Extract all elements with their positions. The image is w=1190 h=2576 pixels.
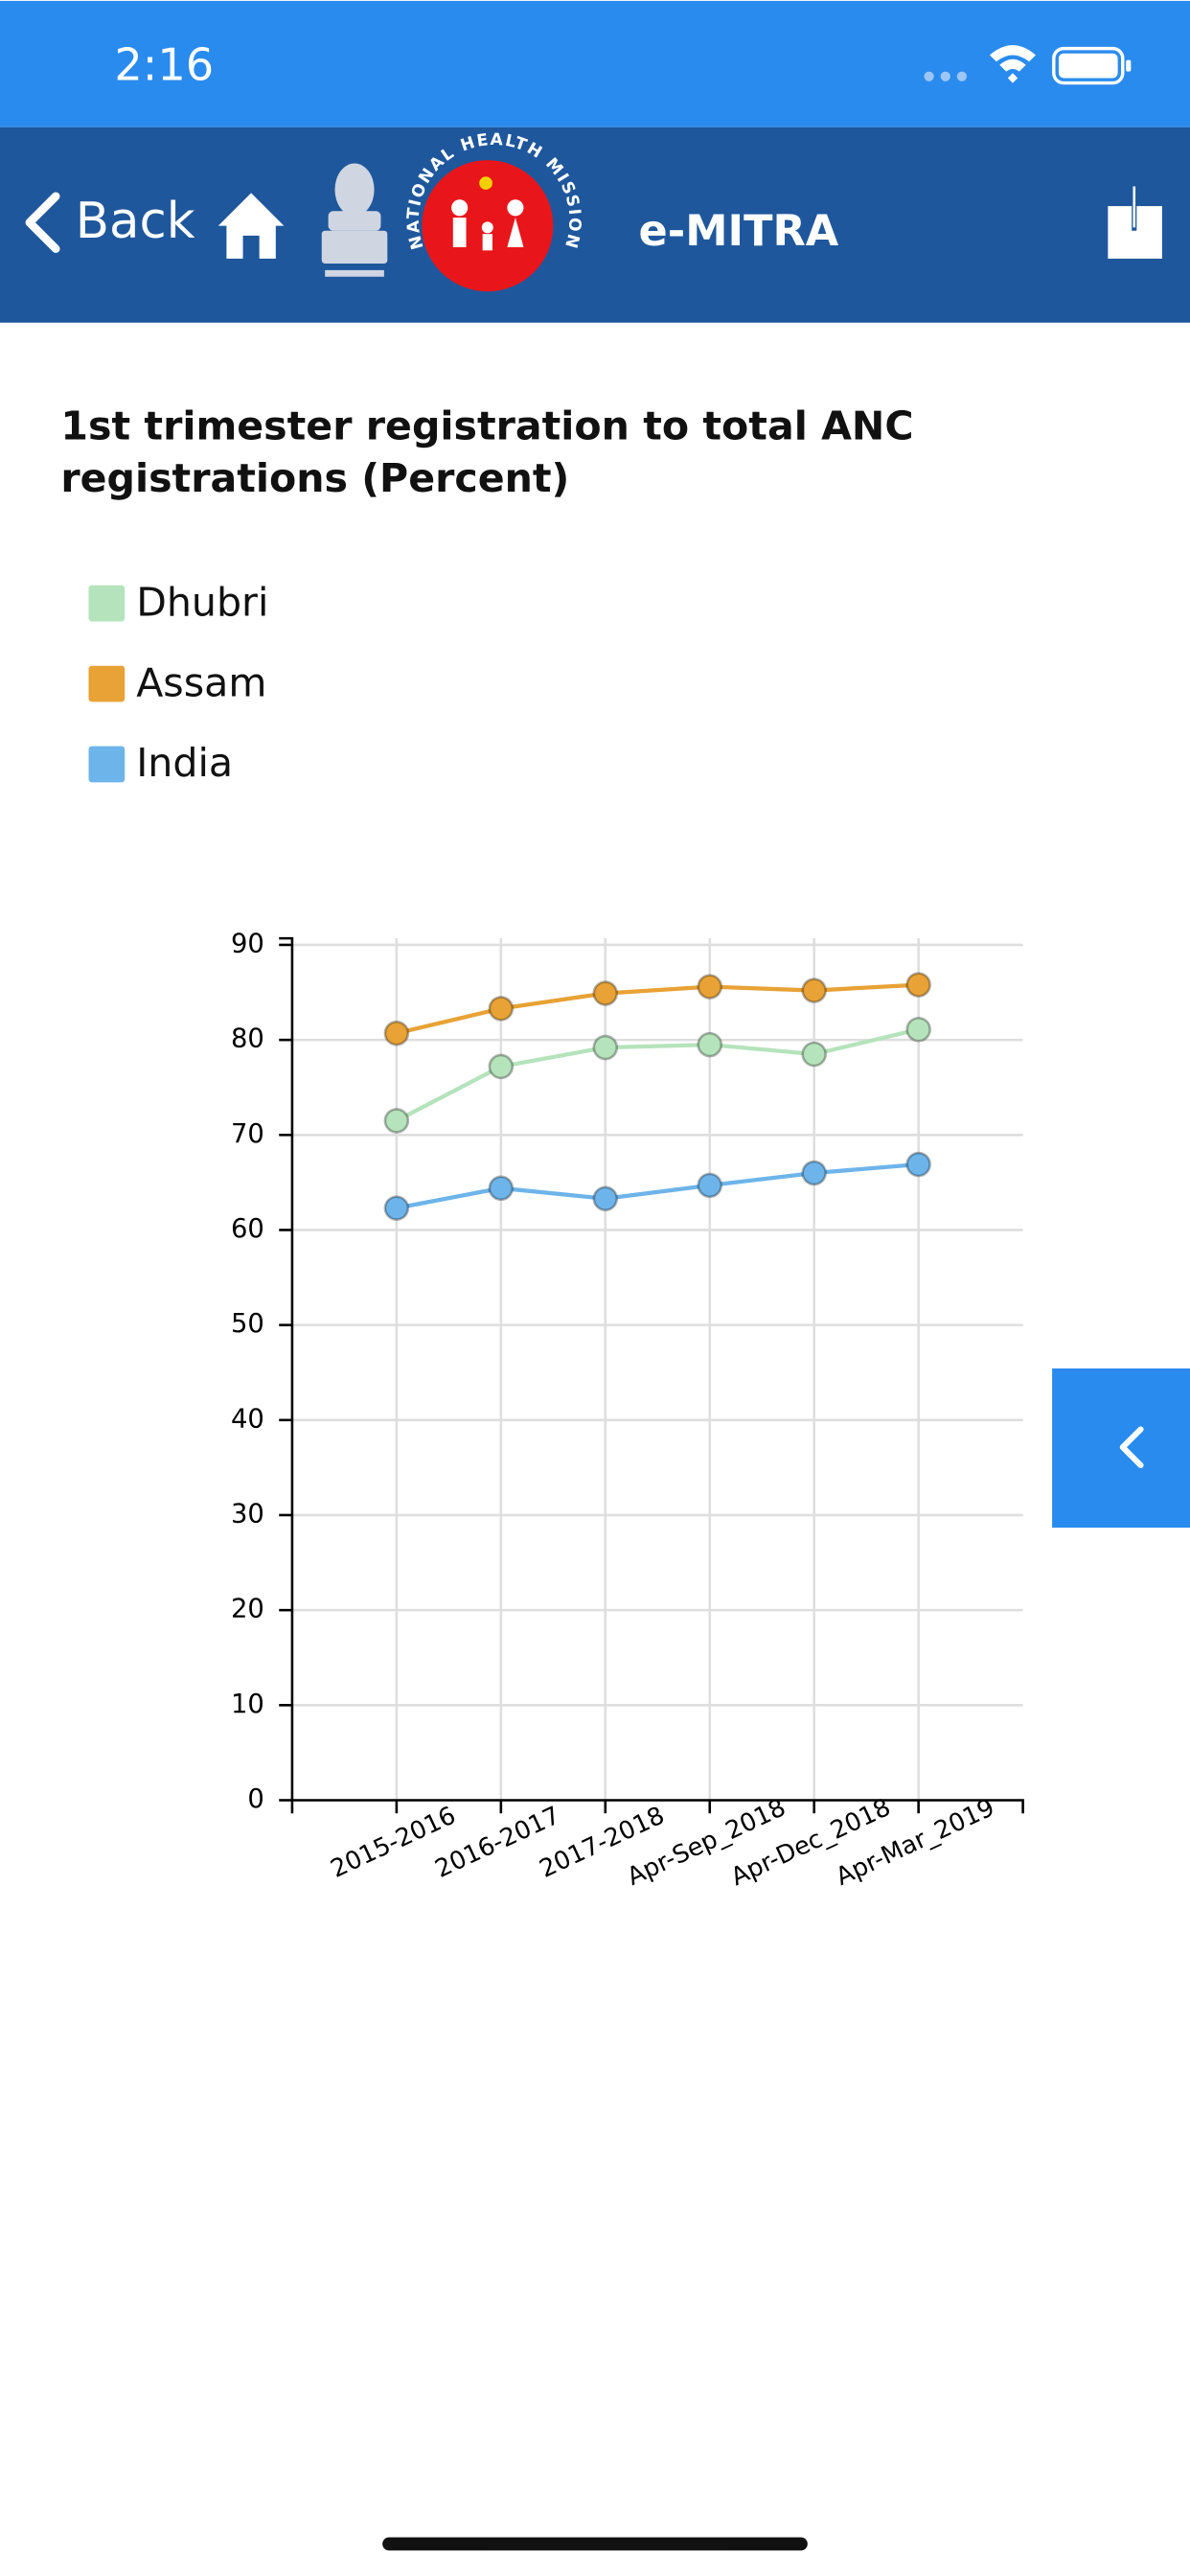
legend: Dhubri Assam India — [88, 579, 268, 786]
y-tick-label: 70 — [231, 1119, 264, 1149]
legend-label: Dhubri — [136, 579, 268, 625]
point — [697, 1172, 723, 1199]
y-tick-label: 0 — [247, 1784, 263, 1814]
y-tick-label: 40 — [231, 1404, 264, 1434]
legend-label: India — [136, 740, 233, 786]
back-label[interactable]: Back — [76, 193, 195, 250]
point — [697, 1031, 723, 1058]
y-tick-label: 20 — [231, 1595, 264, 1624]
legend-swatch — [88, 746, 126, 783]
chart-title-box: 1st trimester registration to total ANC … — [60, 402, 914, 502]
point — [905, 972, 931, 998]
point — [383, 1108, 410, 1134]
share-button[interactable] — [1108, 182, 1162, 259]
y-tick-label: 30 — [231, 1499, 264, 1529]
point — [592, 1034, 619, 1061]
back-button[interactable]: Back — [25, 192, 195, 253]
series-line — [396, 982, 919, 1036]
status-bar — [0, 0, 1190, 127]
y-tick-label: 60 — [231, 1214, 264, 1244]
point — [801, 1160, 827, 1186]
y-axis — [279, 936, 294, 1801]
home-indicator — [382, 2537, 808, 2551]
y-tick-label: 10 — [231, 1690, 264, 1719]
chart-title: 1st trimester registration to total ANC … — [60, 402, 914, 502]
y-tick-label: 80 — [231, 1024, 264, 1054]
point — [592, 980, 619, 1006]
app-title: e-MITRA — [639, 206, 839, 256]
nav-bar — [0, 126, 1190, 323]
legend-label: Assam — [136, 659, 266, 705]
point — [697, 974, 723, 1000]
point — [905, 1151, 931, 1178]
point — [488, 996, 515, 1022]
point — [383, 1020, 410, 1046]
point — [801, 978, 827, 1003]
status-time: 2:16 — [114, 39, 214, 91]
plot: 01020304050607080902015-20162016-2017201… — [231, 929, 1024, 1892]
point — [383, 1195, 410, 1221]
series-line — [395, 1027, 920, 1123]
point — [801, 1041, 827, 1068]
x-axis — [290, 1799, 1024, 1814]
y-tick-label: 50 — [231, 1309, 264, 1339]
emblem — [321, 163, 388, 277]
series-line — [396, 1162, 919, 1210]
point — [905, 1016, 931, 1043]
legend-swatch — [88, 665, 126, 702]
status-icons — [924, 45, 1132, 85]
legend-swatch — [88, 585, 126, 622]
point — [488, 1053, 515, 1080]
point — [592, 1185, 619, 1212]
point — [488, 1175, 515, 1202]
y-tick-label: 90 — [231, 929, 264, 958]
side-tab[interactable] — [1052, 1368, 1190, 1529]
